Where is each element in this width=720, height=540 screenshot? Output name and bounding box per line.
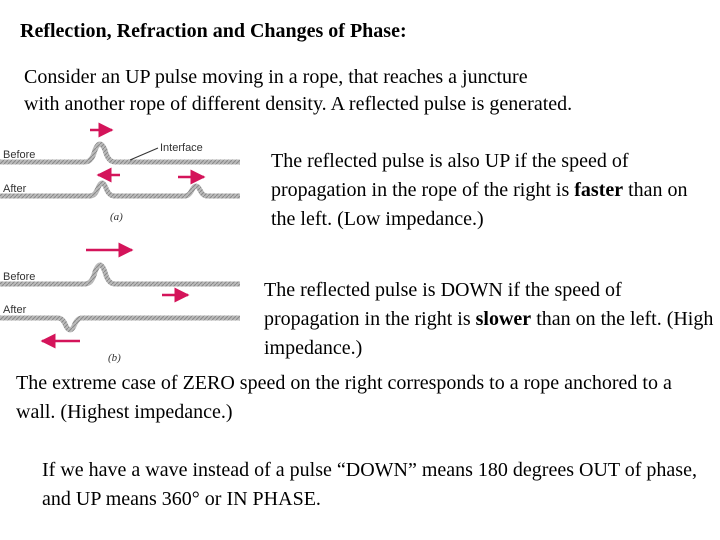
pulse-reflection-figure: Before Interface After (a) Before After … — [0, 122, 240, 364]
before-label-a: Before — [3, 149, 35, 161]
paragraph-faster: The reflected pulse is also UP if the sp… — [271, 150, 688, 230]
rope-before-b — [0, 262, 240, 287]
emph-slower: slower — [475, 308, 532, 330]
paragraph-wave: If we have a wave instead of a pulse “DO… — [42, 459, 697, 510]
rope-after-a — [0, 180, 240, 199]
rope-after-b — [0, 315, 240, 333]
slide-title: Reflection, Refraction and Changes of Ph… — [20, 20, 407, 42]
after-label-a: After — [3, 183, 27, 195]
before-label-b: Before — [3, 271, 35, 283]
emph-faster: faster — [574, 179, 624, 201]
interface-label: Interface — [160, 142, 203, 154]
panel-b-label: (b) — [108, 352, 121, 364]
panel-a-label: (a) — [110, 211, 123, 223]
intro-line-1: Consider an UP pulse moving in a rope, t… — [24, 66, 528, 88]
paragraph-wall: The extreme case of ZERO speed on the ri… — [16, 372, 672, 423]
after-label-b: After — [3, 304, 27, 316]
intro-line-2: with another rope of different density. … — [24, 93, 573, 115]
intro-paragraph: Consider an UP pulse moving in a rope, t… — [24, 64, 714, 118]
interface-pointer — [129, 147, 159, 161]
rope-before-a — [0, 141, 240, 165]
paragraph-slower: The reflected pulse is DOWN if the speed… — [264, 279, 714, 359]
